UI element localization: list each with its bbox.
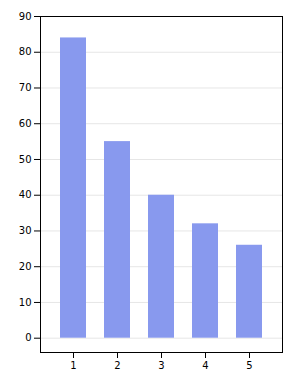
svg-text:0: 0	[25, 332, 31, 343]
svg-text:4: 4	[202, 360, 208, 371]
svg-text:90: 90	[19, 11, 32, 22]
svg-text:20: 20	[19, 261, 32, 272]
svg-text:1: 1	[70, 360, 76, 371]
svg-text:30: 30	[19, 225, 32, 236]
svg-text:40: 40	[19, 189, 32, 200]
svg-text:50: 50	[19, 154, 32, 165]
svg-text:3: 3	[158, 360, 164, 371]
svg-text:80: 80	[19, 46, 32, 57]
svg-text:2: 2	[114, 360, 120, 371]
svg-text:5: 5	[246, 360, 252, 371]
svg-text:70: 70	[19, 82, 32, 93]
svg-text:60: 60	[19, 118, 32, 129]
svg-text:10: 10	[19, 297, 32, 308]
